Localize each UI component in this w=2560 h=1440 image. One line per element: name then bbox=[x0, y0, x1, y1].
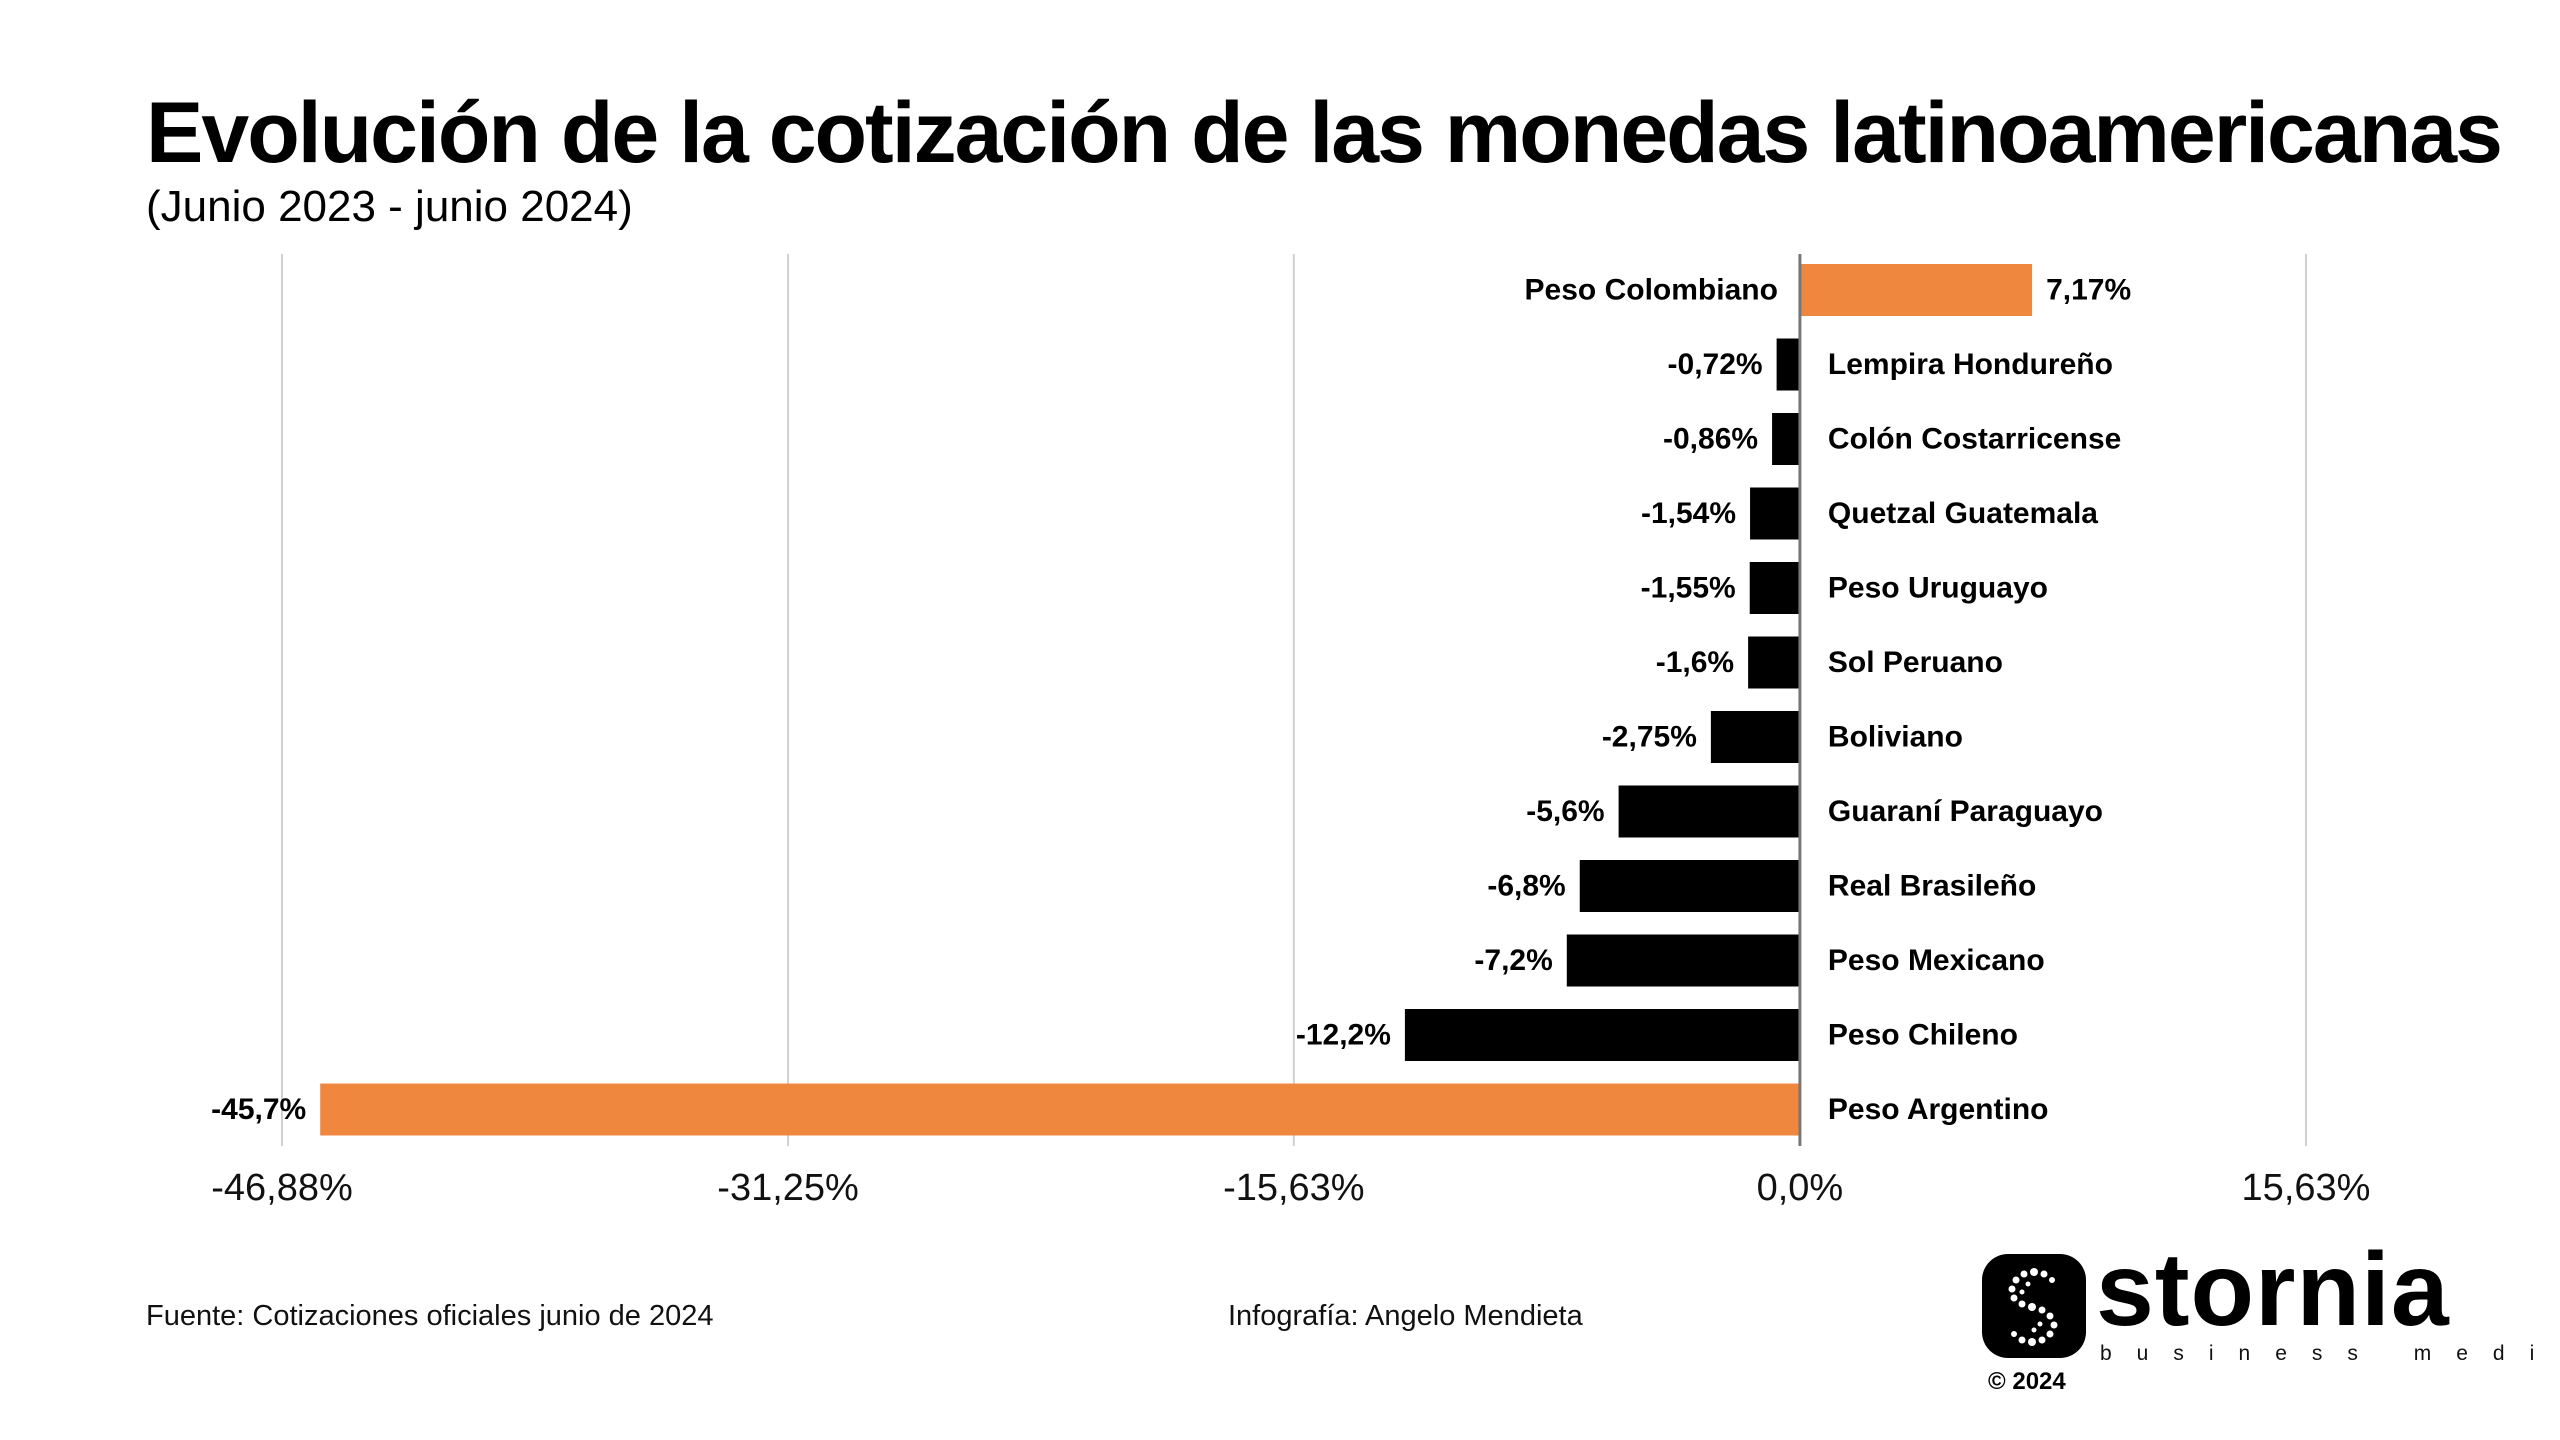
bar-labels: Peso Colombiano 7,17% Lempira Hondureño -0,… bbox=[211, 274, 2131, 1127]
value-label: -45,7% bbox=[211, 1093, 306, 1126]
x-axis-ticks: -46,88% -31,25% -15,63% 0,0% 15,63% bbox=[211, 1167, 2370, 1209]
value-label: -1,55% bbox=[1641, 572, 1736, 605]
category-label: Peso Uruguayo bbox=[1828, 572, 2048, 605]
bar bbox=[1710, 711, 1800, 763]
stornia-s-logo-icon bbox=[1982, 1254, 2086, 1358]
value-label: -5,6% bbox=[1526, 795, 1604, 828]
brand-name: stornia bbox=[2096, 1232, 2450, 1348]
x-tick-label: 0,0% bbox=[1757, 1167, 1844, 1209]
category-label: Peso Chileno bbox=[1828, 1019, 2018, 1052]
category-label: Quetzal Guatemala bbox=[1828, 497, 2098, 530]
chart-subtitle: (Junio 2023 - junio 2024) bbox=[146, 182, 633, 231]
source-note: Fuente: Cotizaciones oficiales junio de … bbox=[146, 1300, 714, 1332]
bar bbox=[1772, 413, 1800, 465]
bar bbox=[1749, 562, 1800, 614]
category-label: Real Brasileño bbox=[1828, 870, 2036, 903]
category-label: Peso Argentino bbox=[1828, 1093, 2049, 1126]
value-label: -1,6% bbox=[1656, 646, 1734, 679]
credit-note: Infografía: Angelo Mendieta bbox=[1228, 1300, 1583, 1332]
value-label: -0,72% bbox=[1668, 348, 1763, 381]
brand-logo: stornia business media © 2024 bbox=[1980, 1238, 2560, 1400]
bar bbox=[1748, 636, 1800, 689]
brand-tagline: business media bbox=[2100, 1342, 2560, 1365]
bar bbox=[320, 1083, 1800, 1136]
value-label: -0,86% bbox=[1663, 423, 1758, 456]
bar bbox=[1404, 1009, 1800, 1061]
x-tick-label: -31,25% bbox=[717, 1167, 859, 1209]
category-label: Guaraní Paraguayo bbox=[1828, 795, 2103, 828]
category-label: Colón Costarricense bbox=[1828, 423, 2121, 456]
x-tick-label: -46,88% bbox=[211, 1167, 353, 1209]
value-label: -2,75% bbox=[1602, 721, 1697, 754]
value-label: -12,2% bbox=[1296, 1019, 1391, 1052]
x-tick-label: 15,63% bbox=[2242, 1167, 2371, 1209]
chart-title: Evolución de la cotización de las moneda… bbox=[146, 85, 2503, 181]
category-label: Lempira Hondureño bbox=[1828, 348, 2113, 381]
bars bbox=[320, 264, 2033, 1136]
category-label: Boliviano bbox=[1828, 721, 1963, 754]
category-label: Peso Mexicano bbox=[1828, 944, 2045, 977]
value-label: 7,17% bbox=[2046, 274, 2131, 307]
bar bbox=[1776, 338, 1800, 391]
copyright: © 2024 bbox=[1988, 1368, 2066, 1395]
category-label: Sol Peruano bbox=[1828, 646, 2003, 679]
gridlines bbox=[281, 254, 2307, 1146]
bar bbox=[1618, 785, 1800, 838]
value-label: -6,8% bbox=[1487, 870, 1565, 903]
value-label: -1,54% bbox=[1641, 497, 1736, 530]
bar bbox=[1799, 264, 2033, 316]
category-label: Peso Colombiano bbox=[1525, 274, 1778, 307]
bar bbox=[1750, 487, 1800, 540]
x-tick-label: -15,63% bbox=[1223, 1167, 1365, 1209]
bar-chart: Peso Colombiano 7,17% Lempira Hondureño -0,… bbox=[211, 254, 2370, 1209]
value-label: -7,2% bbox=[1474, 944, 1552, 977]
bar bbox=[1579, 860, 1800, 912]
bar bbox=[1566, 934, 1800, 987]
